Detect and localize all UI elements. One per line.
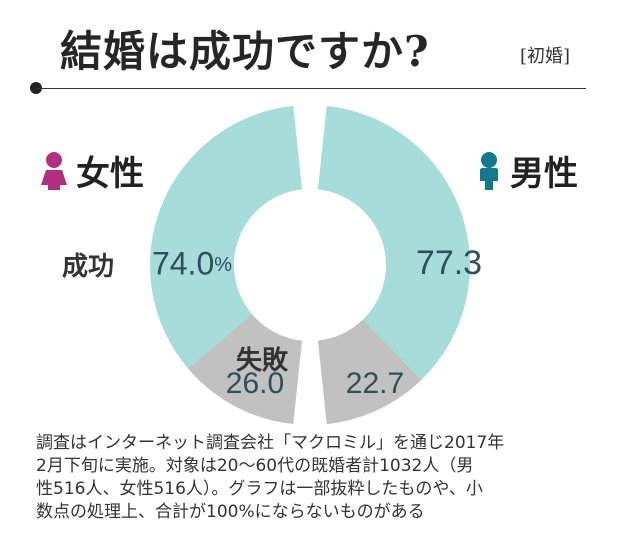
female-failure-value: 26.0 xyxy=(226,367,284,400)
note-line: 2月下旬に実施。対象は20〜60代の既婚者計1032人（男 xyxy=(36,456,474,476)
success-category-label: 成功 xyxy=(62,252,115,282)
note-line: 性516人、女性516人）。グラフは一部抜粋したものや、小 xyxy=(36,479,483,499)
note-line: 数点の処理上、合計が100%にならないものがある xyxy=(36,502,425,522)
male-figure-icon xyxy=(480,151,498,190)
survey-notes: 調査はインターネット調査会社「マクロミル」を通じ2017年 2月下旬に実施。対象… xyxy=(36,432,596,524)
note-line: 調査はインターネット調査会社「マクロミル」を通じ2017年 xyxy=(36,433,505,453)
percent-unit: % xyxy=(214,254,232,276)
male-failure-value: 22.7 xyxy=(346,367,404,400)
male-success-value: 77.3 xyxy=(416,244,482,282)
female-figure-icon xyxy=(41,151,67,190)
female-success-slice xyxy=(150,105,303,369)
male-legend: 男性 xyxy=(476,146,578,195)
male-failure-slice xyxy=(317,319,422,425)
page-title: 結婚は成功ですか? xyxy=(60,27,430,76)
male-label: 男性 xyxy=(510,154,578,194)
female-label: 女性 xyxy=(76,154,144,194)
female-legend: 女性 xyxy=(40,146,144,195)
male-success-slice xyxy=(317,105,470,380)
female-failure-slice xyxy=(188,314,303,425)
title-underline xyxy=(36,88,586,89)
page-subtitle: [初婚] xyxy=(520,46,571,67)
donut-chart: 74.0%26.077.322.7 xyxy=(150,105,482,425)
failure-category-label: 失敗 xyxy=(236,346,289,376)
